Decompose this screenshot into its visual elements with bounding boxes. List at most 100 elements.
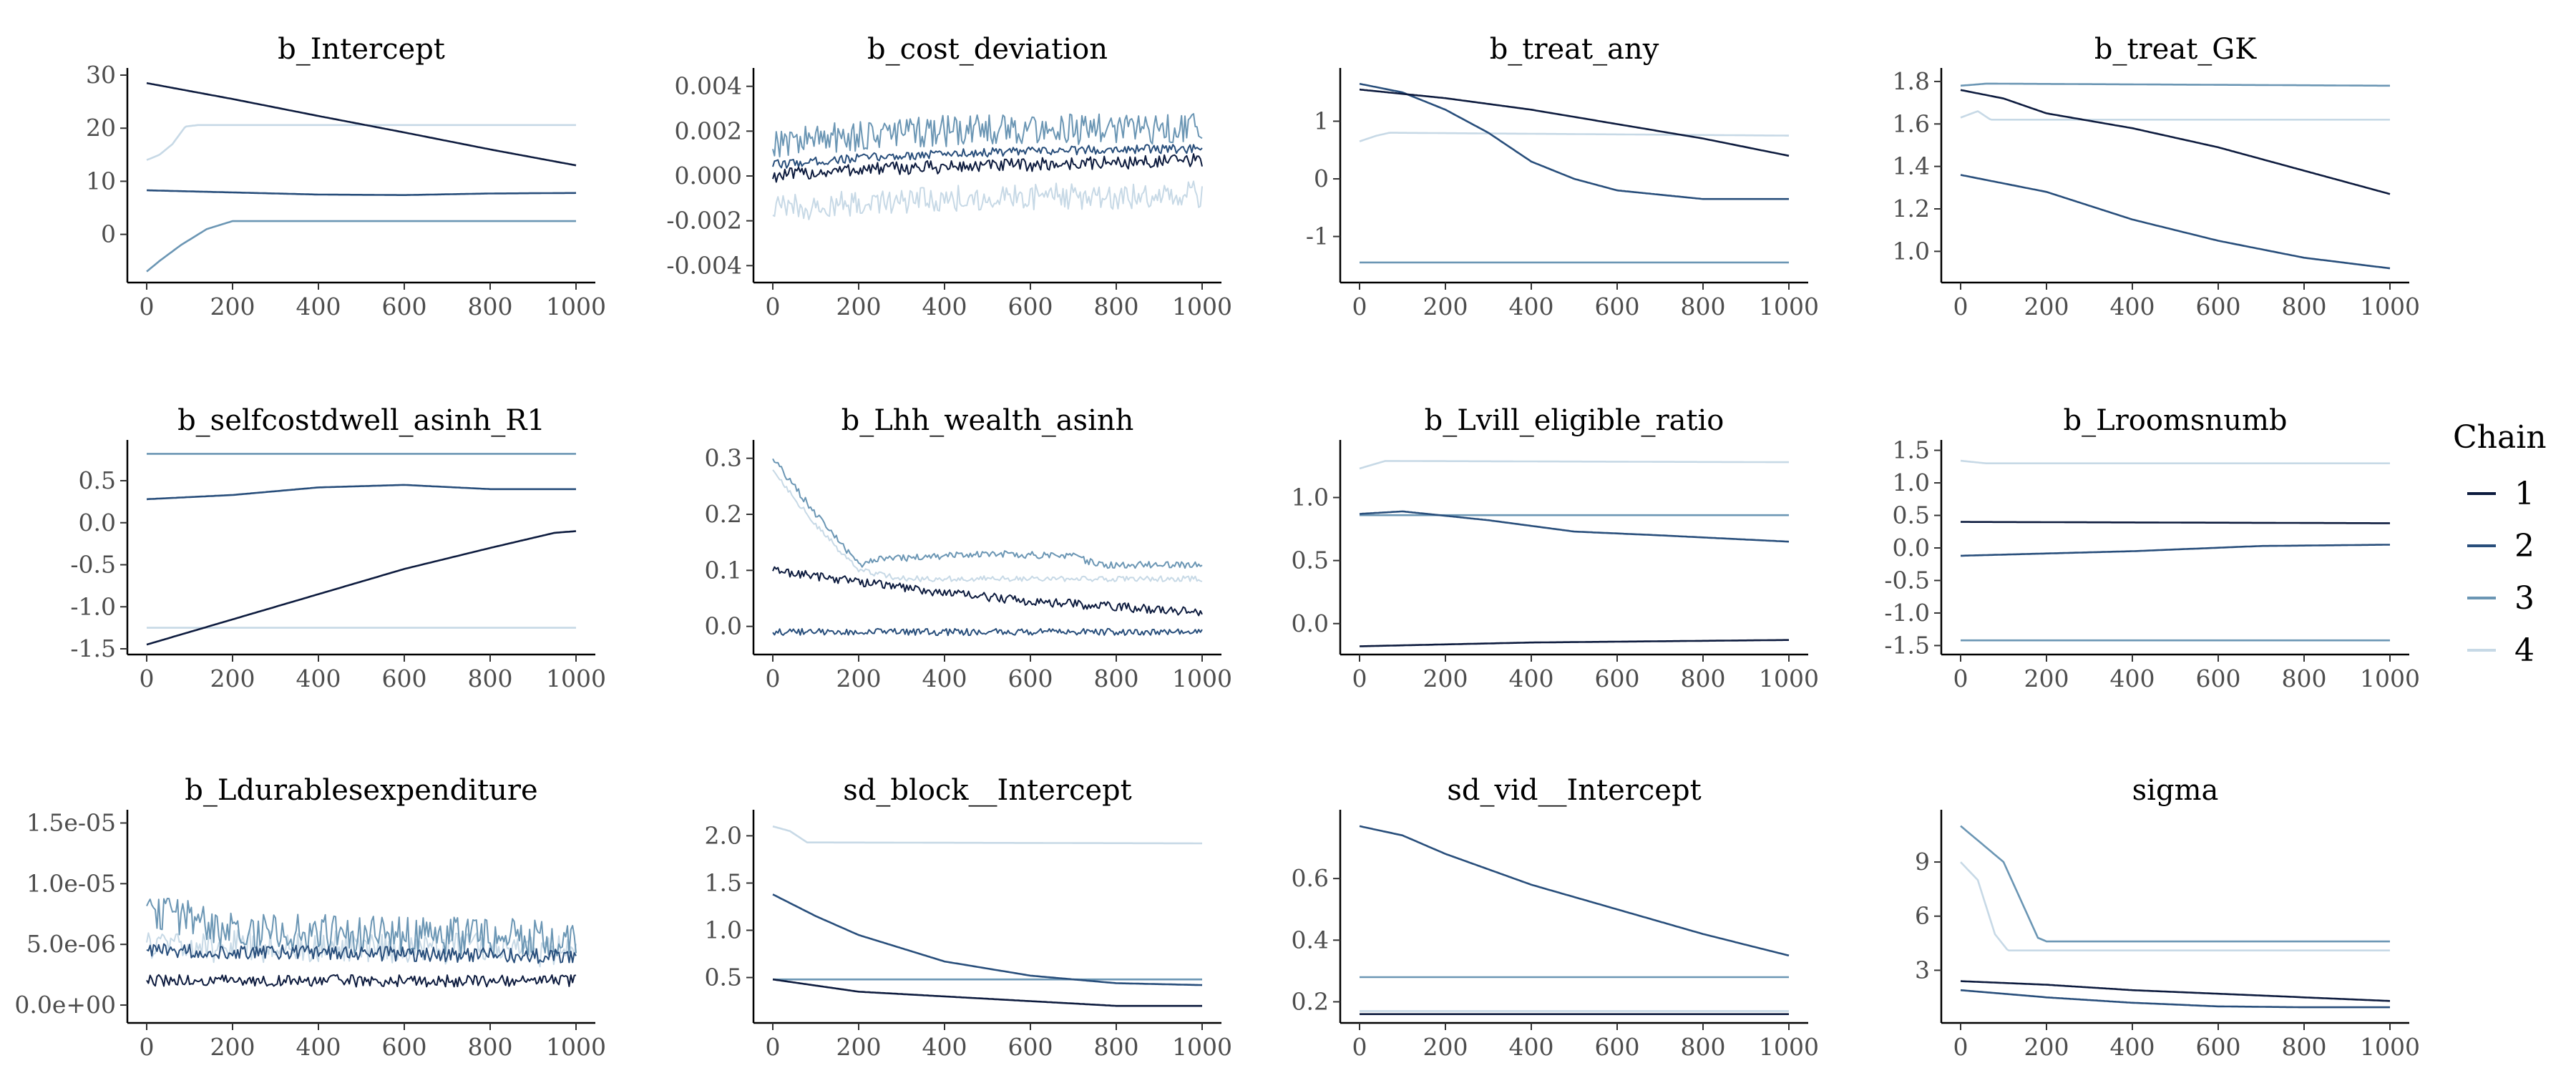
panel-title: b_Lvill_eligible_ratio: [1425, 404, 1724, 437]
x-tick-label: 800: [1094, 293, 1139, 320]
y-tick-label: 0.4: [1292, 926, 1329, 954]
trace-chain-4: [1359, 132, 1789, 142]
trace-chain-2: [1359, 82, 1789, 200]
x-tick-label: 1000: [546, 293, 606, 320]
x-tick-label: 800: [1094, 1033, 1139, 1061]
trace-chain-2: [772, 627, 1203, 637]
y-tick-label: 0.002: [675, 117, 742, 144]
x-tick-label: 600: [1595, 1033, 1640, 1061]
y-tick-label: 10: [86, 167, 116, 195]
trace-chain-1: [1359, 639, 1789, 647]
trace-chain-1: [772, 566, 1203, 617]
x-tick-label: 800: [468, 1033, 513, 1061]
y-tick-label: -1.5: [70, 635, 116, 662]
y-tick-label: 1.8: [1893, 67, 1930, 95]
y-tick-label: 0.1: [705, 556, 742, 584]
x-tick-label: 600: [1008, 293, 1053, 320]
x-tick-label: 1000: [2360, 293, 2420, 320]
trace-chain-1: [146, 530, 577, 646]
x-tick-label: 400: [296, 665, 341, 692]
x-tick-label: 1000: [1759, 293, 1819, 320]
x-tick-label: 1000: [1759, 665, 1819, 692]
panel-b-treat-gk: b_treat_GK 0 200 400 600 800 1000 1.0 1.2 1.4 1.6 1…: [1893, 33, 2420, 320]
x-tick-label: 800: [1681, 665, 1726, 692]
y-tick-label: 0.0: [1893, 534, 1930, 562]
y-tick-label: 0.5: [79, 466, 116, 494]
panel-title: sd_block__Intercept: [843, 774, 1131, 807]
y-tick-label: -1.0: [1884, 599, 1930, 627]
legend-label-2: 2: [2514, 528, 2534, 564]
legend-entry-3: 3: [2467, 580, 2534, 617]
y-tick-label: 0.0: [79, 509, 116, 536]
panel-b-intercept: b_Intercept 0 200 400 600 800 1000 0 10 20 30: [86, 33, 606, 320]
x-tick-label: 600: [2196, 293, 2241, 320]
y-tick-label: 1.0: [1292, 484, 1329, 511]
panel-title: b_Ldurablesexpenditure: [185, 774, 537, 807]
y-tick-label: 1.6: [1893, 109, 1930, 137]
trace-chain-2: [1960, 174, 2391, 270]
trace-chain-4: [772, 469, 1203, 582]
y-tick-label: 0.0: [1292, 609, 1329, 637]
x-tick-label: 200: [836, 1033, 882, 1061]
panel-b-cost-deviation: b_cost_deviation 0 200 400 600 800 1000 -0.004 -…: [666, 33, 1232, 320]
legend-entry-4: 4: [2467, 632, 2534, 669]
x-tick-label: 200: [2024, 1033, 2069, 1061]
x-tick-label: 200: [1423, 1033, 1468, 1061]
y-tick-label: 5.0e-06: [26, 930, 116, 958]
y-tick-label: -0.004: [666, 251, 742, 279]
y-tick-label: -1.5: [1884, 631, 1930, 659]
y-tick-label: 2.0: [705, 821, 742, 849]
trace-chain-4: [772, 825, 1202, 845]
x-tick-label: 1000: [1759, 1033, 1819, 1061]
x-tick-label: 1000: [546, 665, 606, 692]
trace-chain-3: [1960, 825, 2390, 943]
y-tick-label: -0.5: [1884, 566, 1930, 594]
x-tick-label: 0: [140, 1033, 155, 1061]
y-tick-label: -1: [1306, 222, 1329, 250]
trace-chain-3: [1960, 82, 2390, 87]
trace-chain-4: [772, 180, 1203, 220]
trace-chain-2: [1960, 989, 2390, 1009]
panel-title: b_cost_deviation: [867, 33, 1108, 66]
trace-chain-2: [146, 943, 577, 964]
x-tick-label: 400: [2110, 665, 2155, 692]
y-tick-label: -0.5: [70, 551, 116, 579]
x-tick-label: 400: [1509, 293, 1554, 320]
legend-entry-2: 2: [2467, 528, 2534, 564]
trace-chain-2: [1359, 510, 1790, 543]
x-tick-label: 0: [1953, 1033, 1968, 1061]
y-tick-label: 30: [86, 61, 116, 89]
x-tick-label: 600: [382, 1033, 427, 1061]
y-tick-label: 1.5: [1893, 436, 1930, 464]
y-tick-label: 1.0: [1893, 469, 1930, 496]
y-tick-label: 1: [1314, 107, 1329, 134]
y-tick-label: 0.0: [705, 612, 742, 640]
x-tick-label: 200: [1423, 293, 1468, 320]
x-tick-label: 400: [922, 293, 967, 320]
trace-chain-3: [772, 113, 1203, 158]
x-tick-label: 600: [1595, 293, 1640, 320]
y-tick-label: 0.000: [675, 162, 742, 190]
panel-b-lroomsnumb: b_Lroomsnumb 0 200 400 600 800 1000 -1.5 -1.0 -0.…: [1884, 404, 2420, 692]
trace-chain-1: [1359, 88, 1790, 157]
panel-b-ldurablesexpenditure: b_Ldurablesexpenditure 0 200 400 600 800 1000 0…: [14, 774, 606, 1061]
x-tick-label: 0: [1352, 293, 1367, 320]
panel-b-lvill-eligible-ratio: b_Lvill_eligible_ratio 0 200 400 600 800 1000 0…: [1292, 404, 1819, 692]
panel-title: b_treat_any: [1490, 33, 1659, 66]
panel-title: sd_vid__Intercept: [1447, 774, 1701, 807]
y-tick-label: 0.2: [705, 500, 742, 528]
trace-chain-1: [146, 974, 577, 988]
panel-b-lhh-wealth-asinh: b_Lhh_wealth_asinh 0 200 400 600 800 1000 0.0 0.…: [705, 404, 1232, 692]
x-tick-label: 200: [2024, 293, 2069, 320]
x-tick-label: 0: [1352, 665, 1367, 692]
trace-chain-1: [1960, 89, 2391, 195]
x-tick-label: 600: [1595, 665, 1640, 692]
panel-title: b_Lroomsnumb: [2064, 404, 2288, 437]
x-tick-label: 1000: [1172, 665, 1232, 692]
x-tick-label: 200: [836, 665, 882, 692]
y-tick-label: -1.0: [70, 592, 116, 620]
legend-label-4: 4: [2514, 632, 2534, 669]
legend-title: Chain: [2453, 419, 2547, 456]
